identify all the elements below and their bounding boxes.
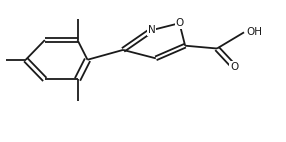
Text: O: O bbox=[175, 18, 184, 28]
Text: N: N bbox=[148, 25, 155, 35]
Text: OH: OH bbox=[246, 27, 262, 37]
Text: O: O bbox=[230, 62, 238, 72]
